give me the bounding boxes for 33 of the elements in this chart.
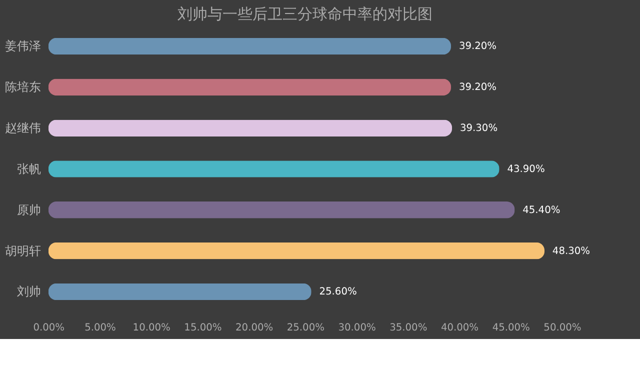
bar [48, 202, 515, 218]
data-label: 39.20% [458, 82, 497, 94]
y-tick-label: 姜伟泽 [4, 39, 41, 54]
bar [48, 160, 500, 178]
x-tick-label: 5.00% [84, 322, 116, 334]
data-label: 45.40% [522, 204, 560, 216]
y-tick-label: 赵继伟 [4, 121, 41, 136]
bar [48, 78, 452, 96]
x-tick-label: 15.00% [184, 322, 222, 334]
x-tick-label: 45.00% [492, 322, 530, 334]
bar [48, 120, 452, 136]
x-tick-label: 10.00% [132, 322, 170, 334]
x-tick-label: 40.00% [440, 322, 479, 334]
x-tick-label: 0.00% [33, 322, 65, 334]
x-tick-label: 50.00% [544, 322, 582, 334]
data-label: 48.30% [552, 246, 590, 257]
x-tick-label: 35.00% [390, 322, 428, 334]
data-label: 39.30% [460, 123, 498, 134]
data-label: 39.20% [458, 41, 497, 52]
x-tick-label: 25.00% [286, 322, 324, 334]
x-tick-label: 20.00% [236, 322, 274, 334]
bar [48, 283, 312, 300]
y-tick-label: 原帅 [16, 202, 41, 217]
x-tick-label: 30.00% [338, 322, 376, 334]
data-label: 43.90% [507, 164, 545, 175]
chart-title: 刘帅与一些后卫三分球命中率的对比图 [178, 6, 433, 23]
bar [48, 242, 545, 260]
y-tick-label: 刘帅 [16, 284, 41, 299]
y-tick-label: 陈培东 [4, 80, 41, 94]
y-tick-label: 胡明轩 [4, 244, 41, 258]
bar [48, 38, 452, 55]
y-tick-label: 张帆 [16, 162, 41, 176]
data-label: 25.60% [319, 286, 357, 298]
